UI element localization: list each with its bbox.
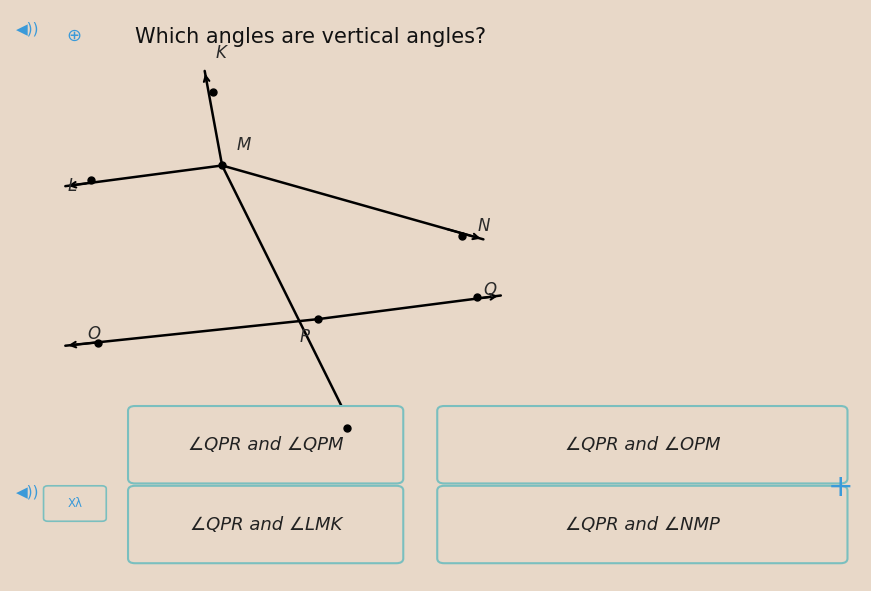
Text: ∠QPR and ∠LMK: ∠QPR and ∠LMK <box>190 515 341 534</box>
Text: ∠QPR and ∠NMP: ∠QPR and ∠NMP <box>565 515 719 534</box>
Text: P: P <box>300 328 309 346</box>
Text: M: M <box>237 136 252 154</box>
Text: R: R <box>366 452 377 470</box>
Text: Q: Q <box>483 281 496 298</box>
Text: ◀)): ◀)) <box>16 484 39 499</box>
FancyBboxPatch shape <box>128 486 403 563</box>
Text: Xλ: Xλ <box>67 497 83 510</box>
FancyBboxPatch shape <box>44 486 106 521</box>
FancyBboxPatch shape <box>437 486 847 563</box>
FancyBboxPatch shape <box>128 406 403 483</box>
Text: K: K <box>216 44 226 62</box>
Text: ◀)): ◀)) <box>16 22 39 37</box>
Text: +: + <box>827 473 854 502</box>
Text: ∠QPR and ∠QPM: ∠QPR and ∠QPM <box>188 436 343 454</box>
Text: ⊕: ⊕ <box>66 27 82 44</box>
Text: N: N <box>477 217 490 235</box>
Text: ∠QPR and ∠OPM: ∠QPR and ∠OPM <box>564 436 720 454</box>
Text: O: O <box>87 325 100 343</box>
Text: Which angles are vertical angles?: Which angles are vertical angles? <box>135 27 486 47</box>
Text: L: L <box>67 177 77 195</box>
FancyBboxPatch shape <box>437 406 847 483</box>
